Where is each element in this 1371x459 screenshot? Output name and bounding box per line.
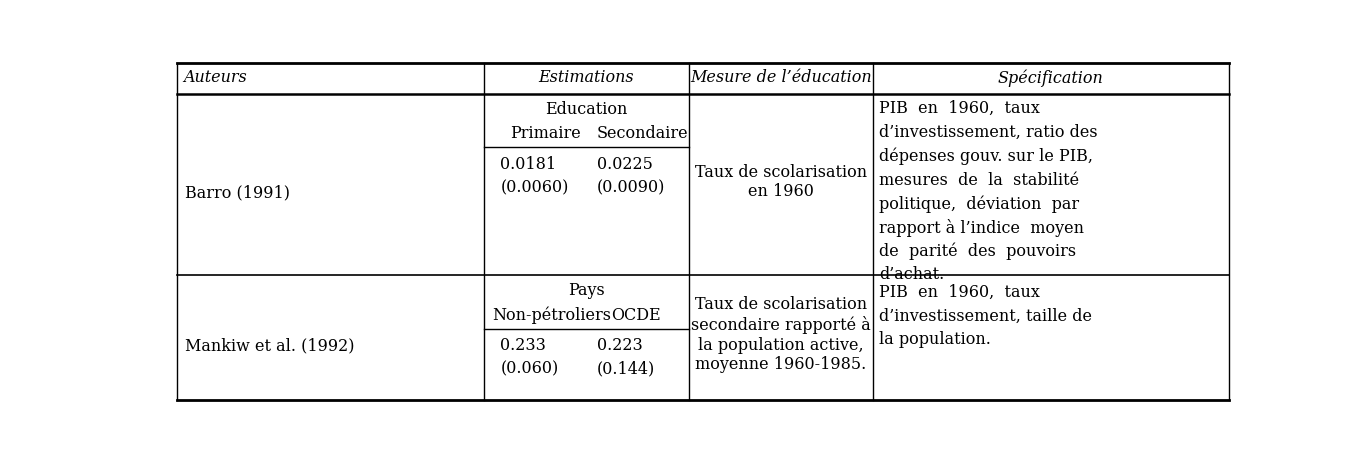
Text: (0.0060): (0.0060) bbox=[500, 179, 569, 196]
Text: Taux de scolarisation
secondaire rapporté à
la population active,
moyenne 1960-1: Taux de scolarisation secondaire rapport… bbox=[691, 296, 871, 372]
Text: Auteurs: Auteurs bbox=[184, 69, 247, 86]
Text: Primaire: Primaire bbox=[510, 125, 581, 142]
Text: politique,  déviation  par: politique, déviation par bbox=[879, 195, 1079, 213]
Text: (0.144): (0.144) bbox=[596, 360, 655, 377]
Text: Education: Education bbox=[546, 101, 628, 118]
Text: PIB  en  1960,  taux: PIB en 1960, taux bbox=[879, 100, 1041, 117]
Text: OCDE: OCDE bbox=[611, 306, 661, 323]
Text: (0.0090): (0.0090) bbox=[596, 179, 665, 196]
Text: Pays: Pays bbox=[568, 282, 605, 299]
Text: d’achat.: d’achat. bbox=[879, 266, 945, 283]
Text: Spécification: Spécification bbox=[998, 69, 1104, 86]
Text: 0.233: 0.233 bbox=[500, 336, 546, 353]
Text: Taux de scolarisation
en 1960: Taux de scolarisation en 1960 bbox=[695, 163, 866, 200]
Text: la population.: la population. bbox=[879, 330, 991, 347]
Text: de  parité  des  pouvoirs: de parité des pouvoirs bbox=[879, 242, 1076, 260]
Text: mesures  de  la  stabilité: mesures de la stabilité bbox=[879, 171, 1079, 188]
Text: PIB  en  1960,  taux: PIB en 1960, taux bbox=[879, 283, 1041, 300]
Text: Mankiw et al. (1992): Mankiw et al. (1992) bbox=[185, 336, 355, 353]
Text: Barro (1991): Barro (1991) bbox=[185, 184, 291, 201]
Text: Secondaire: Secondaire bbox=[596, 125, 688, 142]
Text: d’investissement, taille de: d’investissement, taille de bbox=[879, 307, 1093, 324]
Text: dépenses gouv. sur le PIB,: dépenses gouv. sur le PIB, bbox=[879, 147, 1094, 165]
Text: Mesure de l’éducation: Mesure de l’éducation bbox=[690, 69, 872, 86]
Text: (0.060): (0.060) bbox=[500, 360, 558, 377]
Text: d’investissement, ratio des: d’investissement, ratio des bbox=[879, 124, 1098, 141]
Text: 0.0181: 0.0181 bbox=[500, 155, 557, 172]
Text: 0.223: 0.223 bbox=[596, 336, 643, 353]
Text: Estimations: Estimations bbox=[539, 69, 635, 86]
Text: 0.0225: 0.0225 bbox=[596, 155, 653, 172]
Text: Non-pétroliers: Non-pétroliers bbox=[492, 306, 611, 323]
Text: rapport à l’indice  moyen: rapport à l’indice moyen bbox=[879, 218, 1084, 236]
